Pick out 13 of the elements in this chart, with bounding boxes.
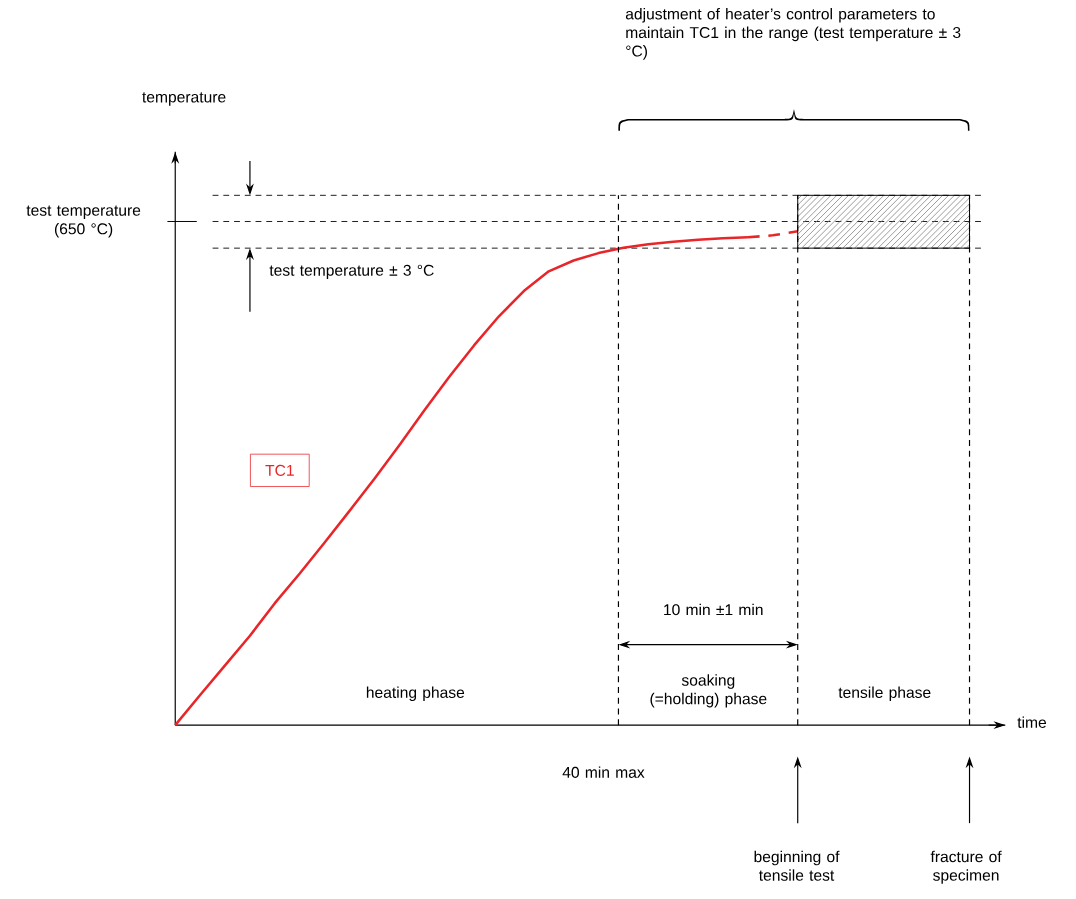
ref-line-label: test temperature (650 °C) — [26, 205, 141, 238]
text: time — [1017, 716, 1047, 729]
text: 40 min max — [562, 766, 645, 779]
text: fracture of specimen — [930, 850, 1002, 885]
text: temperature — [142, 92, 226, 106]
text: tensile phase — [838, 686, 931, 702]
annotation: heating phase — [366, 686, 465, 702]
annotation: test temperature ± 3 °C — [269, 264, 434, 280]
text: adjustment of heater’s control parameters to maintain TC1 in the range (test temperature ± 3 °C) — [625, 8, 961, 60]
annotation: 10 min ±1 min — [664, 603, 763, 616]
annotation: soaking (=holding) phase — [650, 674, 767, 708]
text: TC1 — [265, 465, 294, 477]
text: beginning of tensile test — [754, 850, 840, 881]
